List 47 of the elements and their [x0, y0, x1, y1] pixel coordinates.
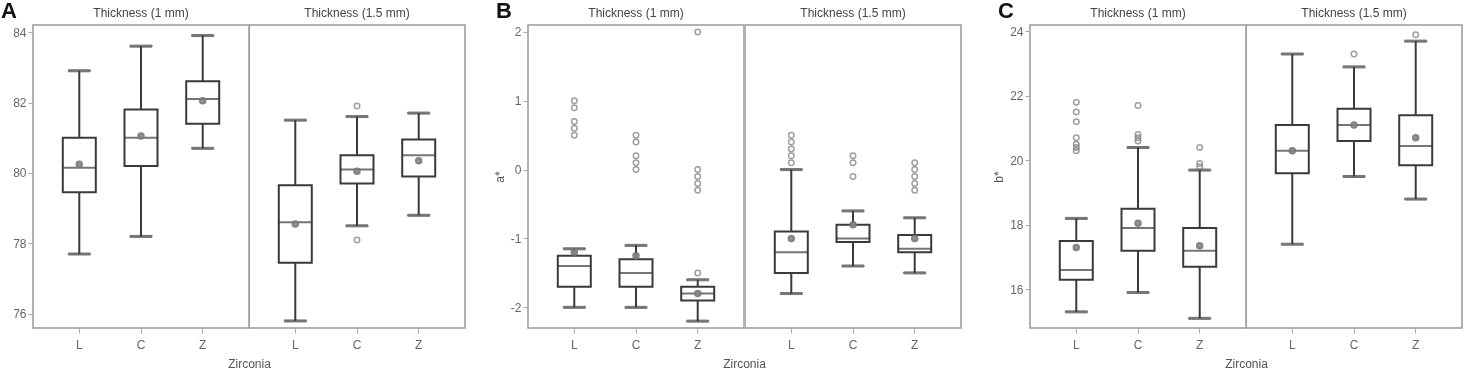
y-tick-label: 80: [13, 166, 27, 181]
x-tick-label: C: [136, 337, 146, 352]
text: C: [998, 0, 1014, 23]
y-tick-label: 1: [514, 94, 522, 109]
x-tick-label: L: [75, 337, 83, 352]
x-axis-title: Zirconia: [723, 356, 767, 371]
y-tick-label: 76: [13, 307, 27, 322]
x-tick-label: L: [787, 337, 795, 352]
x-tick-label: L: [1288, 337, 1296, 352]
x-tick-label: C: [352, 337, 362, 352]
y-tick-label: 84: [13, 25, 27, 40]
y-tick-label: 0: [514, 163, 522, 178]
x-tick-label: C: [631, 337, 641, 352]
x-axis-title: Zirconia: [1225, 356, 1269, 371]
x-tick-label: Z: [1196, 337, 1204, 352]
y-axis-title: a*: [492, 171, 507, 183]
y-tick-label: 16: [1010, 282, 1024, 297]
x-tick-label: Z: [911, 337, 919, 352]
y-tick-label: 24: [1010, 24, 1024, 39]
chart-title: Thickness (1.5 mm): [304, 6, 410, 20]
y-tick-label: 18: [1010, 218, 1024, 233]
y-tick-label: 20: [1010, 153, 1024, 168]
x-tick-label: L: [291, 337, 299, 352]
chart-title: Thickness (1.5 mm): [1301, 6, 1407, 20]
x-axis-title: Zirconia: [228, 356, 272, 371]
y-axis-title: b*: [992, 171, 1007, 183]
x-tick-label: L: [1072, 337, 1080, 352]
x-tick-label: Z: [199, 337, 207, 352]
y-tick-label: 2: [514, 25, 522, 40]
y-tick-label: 82: [13, 96, 27, 111]
chart-title: Thickness (1 mm): [93, 6, 189, 20]
text: A: [1, 0, 17, 23]
x-tick-label: C: [1349, 337, 1359, 352]
x-tick-label: Z: [415, 337, 423, 352]
y-tick-label: -2: [510, 300, 522, 315]
y-tick-label: 22: [1010, 89, 1024, 104]
chart-title: Thickness (1.5 mm): [800, 6, 906, 20]
x-tick-label: L: [570, 337, 578, 352]
x-tick-label: Z: [1412, 337, 1420, 352]
x-tick-label: Z: [694, 337, 702, 352]
y-tick-label: -1: [510, 231, 522, 246]
chart-title: Thickness (1 mm): [1090, 6, 1186, 20]
x-tick-label: C: [1133, 337, 1143, 352]
x-tick-label: C: [848, 337, 858, 352]
chart-title: Thickness (1 mm): [588, 6, 684, 20]
y-tick-label: 78: [13, 236, 27, 251]
text: B: [496, 0, 512, 23]
